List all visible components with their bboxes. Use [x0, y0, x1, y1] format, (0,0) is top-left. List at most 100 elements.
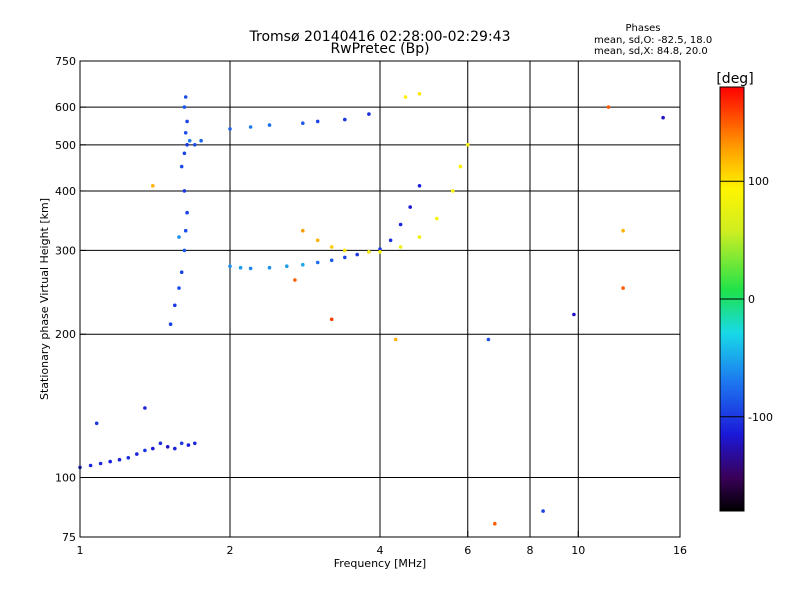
data-point — [177, 286, 181, 290]
data-point — [199, 138, 203, 143]
data-point — [151, 446, 155, 451]
phases-title: Phases — [625, 23, 660, 34]
data-point — [417, 92, 422, 96]
data-point — [183, 131, 188, 135]
data-point — [151, 184, 155, 188]
data-point — [182, 105, 187, 109]
data-point — [94, 421, 99, 426]
x-tick-label: 8 — [527, 544, 534, 557]
data-point — [301, 121, 305, 125]
data-point — [367, 112, 371, 116]
data-point — [117, 457, 122, 462]
y-tick-label: 750 — [55, 55, 76, 68]
data-point — [355, 252, 360, 257]
data-point — [182, 189, 187, 193]
data-point — [301, 262, 305, 267]
data-point — [182, 248, 187, 253]
data-point — [458, 164, 463, 169]
data-point — [417, 184, 422, 188]
x-tick-label: 4 — [377, 544, 384, 557]
data-point — [329, 317, 334, 322]
data-point — [541, 509, 545, 513]
colorbar-ticks: 100 0 -100 — [720, 175, 773, 424]
data-point — [378, 247, 382, 251]
data-point — [606, 105, 611, 109]
grid-lines — [80, 61, 680, 537]
data-point — [329, 245, 334, 249]
data-point — [182, 151, 187, 156]
data-point — [403, 95, 408, 99]
data-point — [173, 446, 177, 451]
data-point — [388, 238, 393, 243]
data-point — [183, 95, 188, 99]
data-point — [417, 235, 422, 239]
x-axis: 1 2 4 6 8 10 16 — [77, 531, 687, 557]
x-tick-label: 2 — [227, 544, 234, 557]
data-point — [193, 143, 197, 147]
data-point — [179, 164, 184, 169]
data-point — [179, 441, 184, 446]
y-tick-label: 100 — [55, 472, 76, 485]
colorbar-unit: [deg] — [716, 71, 753, 87]
data-point — [173, 303, 177, 308]
data-point — [378, 250, 382, 254]
data-point — [493, 521, 497, 526]
data-point — [621, 228, 625, 233]
phases-o-stats: mean, sd,O: -82.5, 18.0 — [594, 35, 712, 46]
data-point — [435, 216, 439, 221]
x-tick-label: 16 — [673, 544, 687, 557]
data-point — [315, 260, 320, 265]
y-tick-label: 600 — [55, 101, 76, 114]
data-point — [158, 441, 163, 446]
data-points — [78, 92, 665, 526]
data-point — [183, 228, 188, 233]
data-point — [343, 117, 347, 122]
data-point — [343, 248, 347, 253]
data-point — [285, 264, 289, 269]
data-point — [168, 322, 173, 327]
data-point — [408, 205, 413, 209]
data-point — [185, 143, 189, 147]
data-point — [621, 286, 625, 290]
data-point — [486, 337, 491, 342]
data-point — [143, 448, 147, 453]
data-point — [108, 459, 112, 464]
x-tick-label: 6 — [464, 544, 471, 557]
y-axis: 75 100 200 300 400 500 600 750 — [55, 55, 86, 544]
data-point — [661, 115, 665, 120]
data-point — [398, 245, 403, 249]
data-point — [186, 443, 191, 447]
data-point — [329, 258, 334, 263]
data-point — [238, 265, 243, 270]
data-point — [301, 228, 305, 233]
data-point — [228, 264, 232, 269]
data-point — [398, 222, 403, 227]
data-point — [465, 143, 470, 147]
data-point — [165, 445, 170, 449]
phases-x-stats: mean, sd,X: 84.8, 20.0 — [594, 46, 708, 57]
data-point — [293, 278, 297, 282]
data-point — [135, 452, 139, 456]
data-point — [367, 250, 371, 254]
data-point — [267, 265, 272, 270]
data-point — [179, 270, 184, 275]
data-point — [248, 266, 253, 271]
y-tick-label: 200 — [55, 328, 76, 341]
data-point — [393, 337, 398, 342]
data-point — [143, 406, 147, 410]
data-point — [193, 441, 197, 446]
data-point — [315, 238, 320, 243]
data-point — [315, 119, 320, 124]
x-axis-label: Frequency [MHz] — [334, 557, 426, 570]
data-point — [177, 235, 181, 239]
colorbar-tick-label: 0 — [748, 293, 755, 306]
y-tick-label: 75 — [62, 531, 76, 544]
data-point — [185, 210, 189, 215]
y-tick-label: 500 — [55, 139, 76, 152]
data-point — [187, 138, 192, 143]
x-tick-label: 10 — [571, 544, 585, 557]
data-point — [88, 463, 93, 468]
x-tick-label: 1 — [77, 544, 84, 557]
data-point — [248, 125, 253, 129]
data-point — [126, 456, 131, 460]
